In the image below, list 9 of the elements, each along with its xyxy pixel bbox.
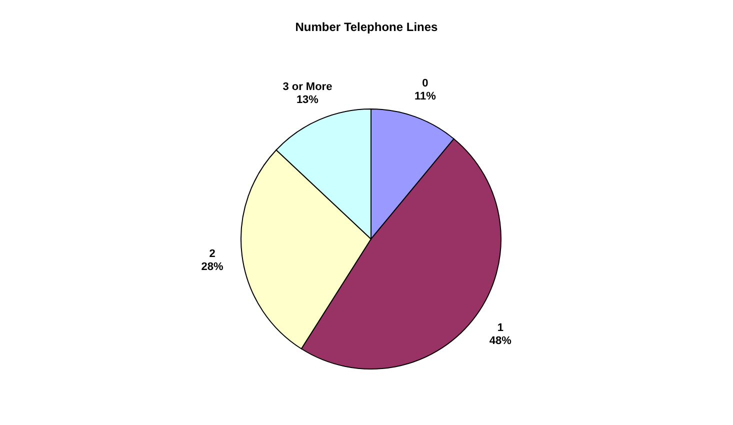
chart-title: Number Telephone Lines [294,19,439,34]
data-label: 48% [489,335,512,348]
data-label: 11% [414,90,436,102]
data-label: 28% [201,261,224,274]
slice-label: 1 [497,322,504,334]
slice-label: 3 or More [282,80,332,93]
data-label: 13% [296,94,319,106]
slice-label: 2 [209,248,216,260]
slice-label: 0 [422,77,428,90]
